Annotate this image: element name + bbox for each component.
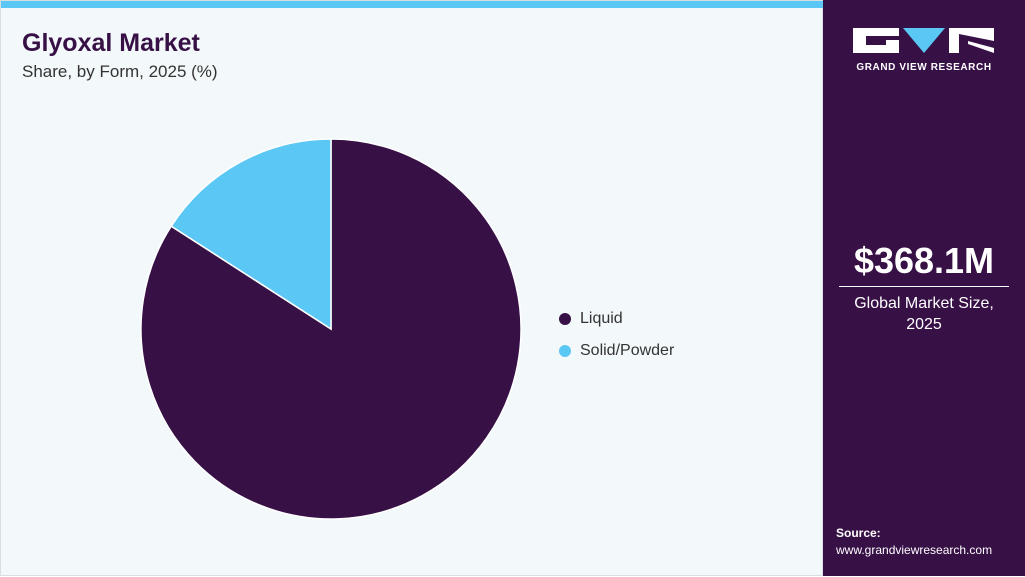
legend-swatch-solid-powder (559, 345, 571, 357)
gvr-logo-icon (853, 28, 994, 53)
pie-chart (140, 138, 522, 520)
pie-slice-solid-powder (170, 138, 332, 331)
legend: Liquid Solid/Powder (559, 303, 674, 367)
brand-name: GRAND VIEW RESEARCH (856, 62, 992, 73)
chart-subtitle: Share, by Form, 2025 (%) (22, 62, 218, 81)
legend-label: Solid/Powder (580, 342, 675, 359)
caption-line: 2025 (906, 316, 942, 333)
caption-line: Global Market Size, (854, 295, 994, 312)
sidebar: GRAND VIEW RESEARCH $368.1M Global Marke… (823, 0, 1025, 576)
legend-item-solid-powder: Solid/Powder (559, 335, 674, 367)
source-url[interactable]: www.grandviewresearch.com (836, 543, 993, 557)
chart-title: Glyoxal Market (22, 29, 200, 57)
market-size-caption: Global Market Size, 2025 (823, 293, 1025, 335)
legend-swatch-liquid (559, 313, 571, 325)
legend-label: Liquid (580, 310, 623, 327)
legend-item-liquid: Liquid (559, 303, 674, 335)
accent-bar (1, 1, 824, 8)
divider (839, 286, 1009, 287)
market-size-value: $368.1M (853, 240, 995, 281)
chart-panel: Glyoxal Market Share, by Form, 2025 (%) … (0, 0, 824, 576)
source-label: Source: (836, 526, 881, 540)
